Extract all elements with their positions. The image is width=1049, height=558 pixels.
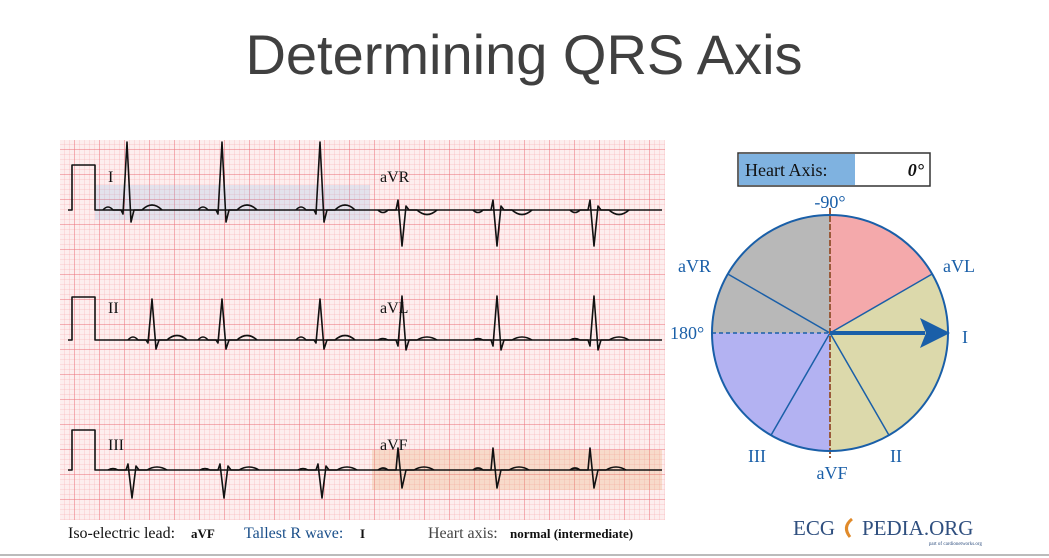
logo-text: ECG xyxy=(793,516,835,540)
ecg-caption: Iso-electric lead: aVF Tallest R wave: I… xyxy=(68,525,633,542)
axis-diagram: -90° aVR aVL 180° I III aVF II xyxy=(670,192,975,483)
sector xyxy=(712,215,830,333)
axis-label: I xyxy=(962,327,968,347)
logo-mark xyxy=(845,517,853,538)
caption-label: Heart axis: xyxy=(428,525,498,542)
axis-label: aVF xyxy=(817,463,848,483)
caption-value: normal (intermediate) xyxy=(510,526,633,541)
ecg-strip: I aVR II aVL III aVF xyxy=(60,140,665,520)
logo-tagline: part of cardionetworks.org xyxy=(929,542,983,547)
lead-label: aVL xyxy=(380,300,408,317)
sector xyxy=(712,333,830,451)
axis-label: aVR xyxy=(678,256,711,276)
axis-label: -90° xyxy=(814,192,845,212)
lead-label: aVF xyxy=(380,437,408,454)
axis-label: aVL xyxy=(943,256,975,276)
readout-value: 0° xyxy=(908,160,925,180)
slide-title: Determining QRS Axis xyxy=(245,23,802,86)
arrow-head xyxy=(920,318,950,348)
lead-label: II xyxy=(108,300,119,317)
lead-label: III xyxy=(108,437,124,454)
readout-fill xyxy=(739,154,855,185)
readout-label: Heart Axis: xyxy=(745,160,828,180)
ecg-grid xyxy=(60,140,665,520)
lead-label: aVR xyxy=(380,169,410,186)
lead-highlight xyxy=(95,185,370,220)
axis-label: III xyxy=(748,446,766,466)
caption-label: Iso-electric lead: xyxy=(68,525,175,542)
lead-axes xyxy=(712,273,933,436)
caption-value: I xyxy=(360,526,365,541)
caption-label: Tallest R wave: xyxy=(244,525,343,542)
caption-value: aVF xyxy=(191,526,215,541)
logo-text: PEDIA.ORG xyxy=(862,516,973,540)
ecg-trace xyxy=(68,141,662,499)
axis-readout: Heart Axis: 0° xyxy=(737,152,931,187)
lead-label: I xyxy=(108,169,113,186)
axis-label: 180° xyxy=(670,323,704,343)
sector xyxy=(830,274,949,451)
axis-label: II xyxy=(890,446,902,466)
logo: ECG PEDIA.ORG part of cardionetworks.org xyxy=(793,516,982,547)
